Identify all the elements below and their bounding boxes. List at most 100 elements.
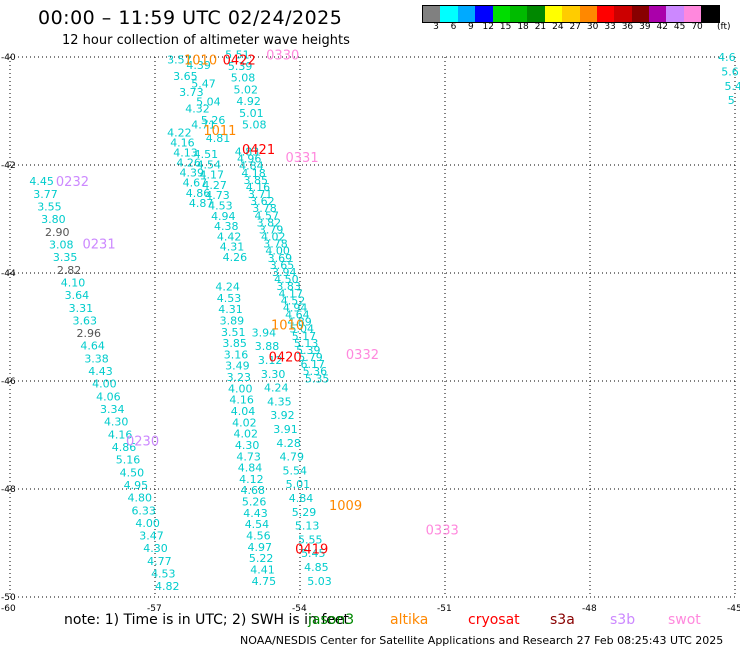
wave-height-value: 5.04 [196, 96, 221, 109]
wave-height-value: 3.63 [73, 314, 98, 327]
legend-swatch [492, 6, 510, 22]
satellite-legend-cryosat: cryosat [468, 612, 520, 628]
wave-height-value: 3.38 [84, 352, 109, 365]
legend-swatch [423, 6, 441, 22]
legend-swatch [631, 6, 650, 22]
wave-height-value: 3.65 [173, 70, 198, 83]
pass-time-label: 1010 [184, 54, 217, 69]
wave-height-value: 4.68 [241, 484, 266, 497]
color-legend-bar [422, 5, 720, 23]
wave-height-value: 4.28 [276, 437, 301, 450]
wave-height-value: 5.45 [301, 547, 326, 560]
wave-height-value: 3.51 [221, 326, 246, 339]
wave-height-value: 4.43 [88, 365, 113, 378]
wave-height-value: 4.16 [170, 137, 195, 150]
legend-label: 42 [656, 22, 668, 32]
wave-height-value: 4.31 [218, 303, 243, 316]
wave-height-value: 4.32 [185, 102, 210, 115]
wave-height-value: 3.80 [41, 213, 65, 226]
wave-height-value: 3.73 [179, 86, 204, 99]
wave-height-value: 4.54 [197, 158, 222, 171]
wave-height-value: 4.64 [80, 340, 105, 353]
legend-label: 36 [621, 22, 634, 32]
wave-height-value: 3.77 [33, 188, 58, 201]
wave-height-value: 5.6 [721, 65, 739, 78]
wave-height-value: 5.02 [234, 83, 259, 96]
wave-height-value: 5.51 [225, 48, 250, 61]
pass-time-label: 0231 [83, 237, 116, 252]
wave-height-value: 3.69 [268, 252, 293, 265]
wave-height-value: 4.31 [220, 241, 245, 254]
legend-label: 21 [534, 22, 547, 32]
legend-label: 45 [673, 22, 686, 32]
wave-height-value: 5.4 [725, 80, 740, 93]
wave-height-value: 4.27 [202, 179, 227, 192]
wave-height-value: 5.17 [292, 330, 317, 343]
wave-height-value: 6.33 [131, 504, 156, 517]
wave-height-value: 3.35 [53, 251, 77, 264]
lat-tick-label: -50 [1, 593, 16, 603]
wave-height-value: 4.18 [241, 167, 266, 180]
wave-height-value: 4.73 [236, 450, 261, 463]
wave-height-value: 5.35 [305, 372, 330, 385]
legend-label: 70 [691, 22, 703, 32]
wave-height-value: 3.12 [258, 354, 283, 367]
lon-tick-label: -51 [437, 604, 452, 614]
wave-height-value: 4.16 [246, 181, 270, 194]
wave-height-value: 5.03 [307, 575, 332, 588]
wave-height-value: 4.24 [215, 281, 240, 294]
pass-time-label: 0419 [295, 542, 328, 557]
wave-height-value: 4.45 [29, 175, 54, 188]
wave-height-value: 4.95 [124, 479, 149, 492]
wave-height-value: 4.16 [108, 428, 133, 441]
page-title: 00:00 – 11:59 UTC 02/24/2025 [38, 7, 343, 29]
legend-label: 24 [552, 22, 564, 32]
wave-height-value: 4.52 [281, 294, 306, 307]
wave-height-value: 4.89 [287, 316, 312, 329]
wave-height-value: 4.51 [194, 148, 219, 161]
wave-height-value: 2.96 [76, 327, 101, 340]
pass-time-label: 0332 [346, 348, 379, 363]
satellite-legend-swot: swot [668, 612, 701, 628]
wave-height-value: 4.41 [250, 563, 275, 576]
lon-tick-label: -54 [292, 604, 307, 614]
wave-height-value: 2.82 [57, 264, 82, 277]
wave-height-value: 3.55 [37, 201, 62, 214]
lat-tick-label: -44 [1, 269, 16, 279]
wave-height-value: 4.02 [261, 231, 286, 244]
wave-height-value: 4.26 [223, 251, 248, 264]
wave-height-value: 4.39 [180, 167, 205, 180]
wave-height-value: 4.00 [265, 245, 290, 258]
legend-label: 6 [450, 22, 457, 32]
lon-tick-label: -48 [582, 604, 597, 614]
wave-height-value: 4.97 [247, 541, 272, 554]
wave-height-value: 4.24 [264, 382, 289, 395]
wave-height-value: 3.30 [261, 368, 286, 381]
wave-height-value: 4.30 [104, 416, 128, 429]
pass-time-label: 0330 [266, 48, 299, 63]
pass-time-label: 0232 [56, 175, 89, 190]
pass-time-label: 1010 [271, 318, 304, 333]
wave-height-value: 3.94 [252, 326, 277, 339]
wave-height-value: 4.83 [235, 146, 260, 159]
wave-height-value: 4.38 [214, 220, 239, 233]
lat-tick-label: -48 [1, 485, 16, 495]
wave-height-value: 3.92 [270, 409, 295, 422]
wave-height-value: 4.42 [217, 230, 242, 243]
wave-height-value: 4.43 [243, 507, 267, 520]
wave-height-value: 4.82 [155, 580, 180, 593]
wave-height-value: 3.23 [227, 371, 252, 384]
pass-time-label: 0421 [242, 143, 275, 158]
pass-time-label: 1011 [203, 124, 236, 139]
wave-height-value: 4.53 [208, 200, 233, 213]
wave-height-value: 3.78 [263, 238, 288, 251]
wave-height-value: 5.47 [191, 77, 216, 90]
pass-time-label: 1009 [329, 499, 362, 514]
wave-height-value: 5.01 [239, 107, 263, 120]
wave-height-value: 4.75 [252, 575, 277, 588]
wave-height-value: 5.22 [249, 552, 274, 565]
wave-height-value: 4.17 [199, 169, 224, 182]
satellite-legend-s3a: s3a [550, 612, 575, 628]
wave-height-value: 3.08 [49, 238, 74, 251]
wave-height-value: 4.96 [237, 153, 262, 166]
